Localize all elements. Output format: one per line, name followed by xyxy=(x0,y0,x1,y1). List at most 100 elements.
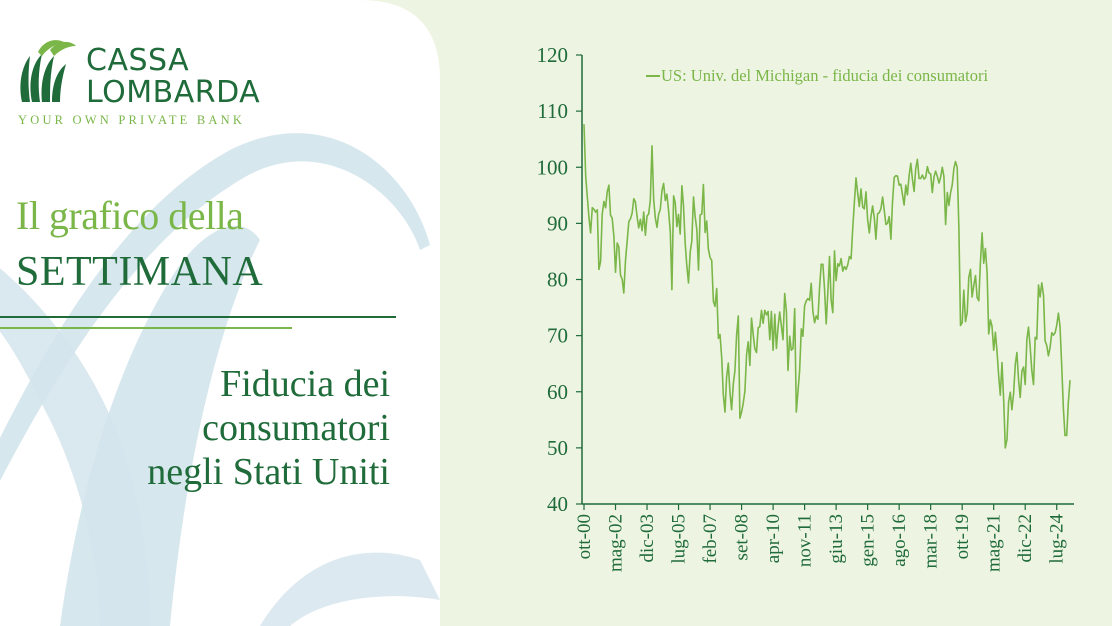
data-point xyxy=(818,288,821,290)
data-point xyxy=(1059,325,1061,327)
data-point xyxy=(925,176,927,178)
data-point xyxy=(769,339,771,341)
data-point xyxy=(674,202,676,204)
data-point xyxy=(885,223,887,226)
data-point xyxy=(964,321,967,323)
data-point xyxy=(886,222,889,224)
data-point xyxy=(603,200,605,203)
data-point xyxy=(984,248,987,250)
data-point xyxy=(832,312,834,314)
data-point xyxy=(595,211,597,213)
data-point xyxy=(971,296,973,298)
y-tick-label: 90 xyxy=(547,211,568,235)
data-point xyxy=(855,177,857,179)
data-point xyxy=(867,218,869,220)
data-point xyxy=(921,174,924,176)
data-point xyxy=(850,258,852,260)
watermark-swoosh-1 xyxy=(0,133,430,481)
data-point xyxy=(629,218,632,220)
data-point xyxy=(804,305,806,307)
data-point xyxy=(709,257,711,259)
data-point xyxy=(973,284,975,286)
data-point xyxy=(951,184,953,186)
data-point xyxy=(872,205,874,207)
data-point xyxy=(1006,438,1008,441)
chart-panel xyxy=(440,0,1112,626)
data-point xyxy=(802,335,804,337)
data-point xyxy=(687,282,690,284)
data-point xyxy=(686,264,688,267)
chart-series xyxy=(583,124,1071,449)
data-point xyxy=(639,218,642,220)
data-point xyxy=(1046,345,1048,347)
x-tick-label: giu-13 xyxy=(826,514,847,564)
data-point xyxy=(585,175,587,177)
data-point xyxy=(989,319,992,321)
data-point xyxy=(682,205,685,207)
data-point xyxy=(1066,434,1068,437)
data-point xyxy=(1031,369,1033,371)
data-point xyxy=(654,217,656,219)
data-point xyxy=(1042,294,1045,296)
data-point xyxy=(991,325,993,327)
data-point xyxy=(843,266,846,268)
data-point xyxy=(661,189,663,191)
chart-subtitle: Fiducia dei consumatori negli Stati Unit… xyxy=(30,362,390,494)
data-point xyxy=(852,228,854,230)
data-point xyxy=(762,322,764,324)
x-tick-label: mag-02 xyxy=(606,514,627,572)
data-point xyxy=(1032,383,1035,386)
data-point xyxy=(800,328,802,330)
data-point xyxy=(1057,312,1059,314)
data-point xyxy=(827,292,829,294)
series-line xyxy=(583,124,1071,449)
data-point xyxy=(979,262,982,264)
data-point xyxy=(1027,326,1030,328)
data-point xyxy=(928,172,930,174)
data-point xyxy=(865,191,867,193)
data-point xyxy=(614,271,617,273)
data-point xyxy=(679,233,681,235)
data-point xyxy=(707,248,710,250)
data-point xyxy=(857,192,859,194)
data-point xyxy=(668,210,670,212)
data-point xyxy=(779,311,781,313)
data-point xyxy=(717,337,720,339)
x-tick-label: nov-11 xyxy=(795,514,816,567)
x-tick-label: dic-22 xyxy=(1015,514,1036,563)
data-point xyxy=(729,392,731,394)
data-point xyxy=(983,262,985,264)
data-point xyxy=(1008,401,1010,403)
data-point xyxy=(933,176,935,178)
data-point xyxy=(737,315,739,317)
data-point xyxy=(623,292,625,294)
brand-logo[interactable]: CASSA LOMBARDA YOUR OWN PRIVATE BANK xyxy=(16,36,306,132)
data-point xyxy=(774,313,776,315)
data-point xyxy=(986,272,988,274)
x-tick-label: feb-07 xyxy=(700,514,721,564)
data-point xyxy=(775,347,778,350)
data-point xyxy=(789,335,791,337)
chart-panel-corner xyxy=(360,0,440,80)
data-point xyxy=(900,183,902,185)
data-point xyxy=(1003,400,1005,402)
data-point xyxy=(920,177,922,180)
data-point xyxy=(1013,392,1015,394)
x-tick-label: lug-05 xyxy=(669,514,690,564)
data-point xyxy=(966,312,968,314)
data-point xyxy=(805,300,807,302)
data-point xyxy=(765,314,768,316)
wheat-leaves-icon xyxy=(20,40,76,102)
data-point xyxy=(978,300,980,302)
brand-name-line2: LOMBARDA xyxy=(86,75,261,110)
data-point xyxy=(848,255,851,258)
data-point xyxy=(591,207,593,209)
data-point xyxy=(868,232,870,234)
data-point xyxy=(624,259,627,261)
data-point xyxy=(1044,340,1046,342)
data-point xyxy=(651,145,653,147)
x-tick-label: lug-24 xyxy=(1047,514,1068,564)
data-point xyxy=(938,182,940,184)
data-point xyxy=(1061,364,1063,366)
